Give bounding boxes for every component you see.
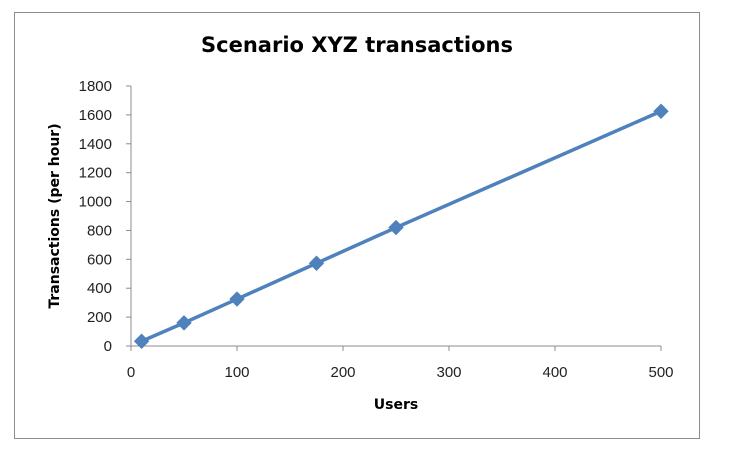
data-point-marker: [133, 333, 150, 349]
x-axis: 0 100 200 300 400 500: [127, 346, 674, 381]
data-point-marker: [229, 291, 245, 307]
y-tick-label: 200: [87, 309, 112, 326]
data-point-marker: [176, 315, 192, 331]
y-tick-label: 1400: [79, 136, 112, 153]
y-axis: 0 200 400 600 800 1000 1200 1400 1600 1800: [79, 78, 131, 355]
x-tick-label: 0: [127, 364, 135, 381]
x-tick-label: 400: [542, 364, 567, 381]
y-tick-label: 400: [87, 280, 112, 297]
y-tick-label: 1200: [79, 165, 112, 182]
plot-area: 0 100 200 300 400 500 0 200 400 600 800 1000 1200 14…: [79, 78, 674, 381]
x-tick-label: 500: [648, 364, 673, 381]
y-tick-label: 1800: [79, 78, 112, 95]
y-tick-label: 1000: [79, 194, 112, 211]
data-point-marker: [653, 103, 669, 119]
chart-frame: [14, 12, 700, 439]
x-tick-label: 300: [436, 364, 461, 381]
x-tick-label: 200: [330, 364, 355, 381]
y-tick-label: 1600: [79, 107, 112, 124]
x-tick-label: 100: [224, 364, 249, 381]
y-axis-title: Transactions (per hour): [47, 123, 63, 308]
y-tick-label: 600: [87, 251, 112, 268]
y-tick-label: 800: [87, 222, 112, 239]
series-layer: [133, 103, 669, 349]
y-tick-label: 0: [104, 338, 112, 355]
x-axis-title: Users: [374, 397, 418, 413]
data-point-marker: [388, 219, 404, 236]
data-point-marker: [308, 255, 325, 271]
chart-title: Scenario XYZ transactions: [201, 33, 513, 57]
series-line: [140, 109, 662, 343]
